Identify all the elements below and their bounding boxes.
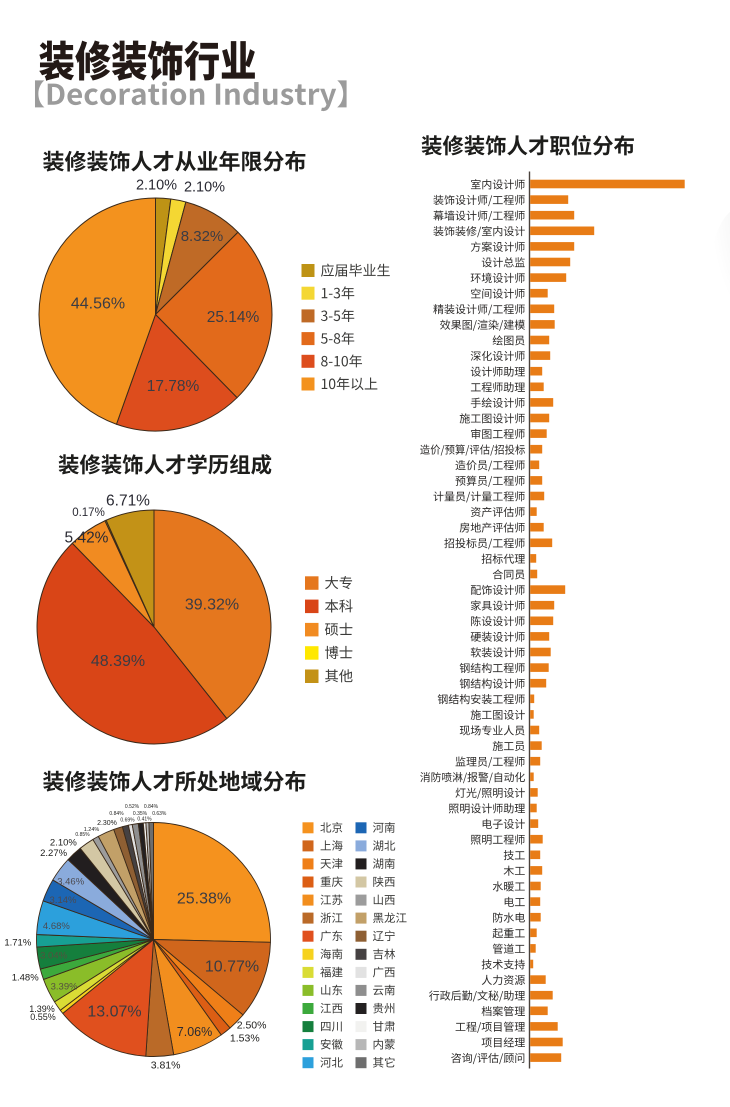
svg-text:0.17%: 0.17% (72, 507, 105, 519)
svg-text:0.85%: 0.85% (75, 832, 90, 838)
svg-text:1.39%: 1.39% (29, 1004, 55, 1014)
svg-text:39.32%: 39.32% (185, 597, 239, 614)
svg-text:2.27%: 2.27% (40, 848, 67, 859)
svg-text:3.81%: 3.81% (151, 1059, 181, 1071)
svg-text:0.35%: 0.35% (133, 811, 148, 817)
svg-text:1.71%: 1.71% (4, 937, 31, 948)
svg-text:2.30%: 2.30% (97, 820, 117, 827)
svg-text:10.77%: 10.77% (205, 959, 259, 976)
svg-text:0.41%: 0.41% (137, 817, 152, 823)
svg-text:2.10%: 2.10% (184, 180, 225, 196)
svg-text:13.07%: 13.07% (87, 1004, 141, 1021)
svg-text:7.06%: 7.06% (177, 1025, 212, 1039)
svg-text:1.48%: 1.48% (12, 973, 39, 984)
svg-text:1.24%: 1.24% (84, 827, 100, 833)
svg-text:0.84%: 0.84% (109, 811, 124, 817)
svg-text:3.04%: 3.04% (40, 951, 67, 962)
svg-text:2.10%: 2.10% (50, 837, 77, 848)
svg-text:1.53%: 1.53% (230, 1032, 260, 1044)
svg-text:3.46%: 3.46% (57, 876, 84, 887)
svg-text:0.55%: 0.55% (30, 1012, 56, 1022)
svg-text:0.69%: 0.69% (120, 817, 135, 823)
svg-text:25.38%: 25.38% (177, 891, 231, 908)
svg-text:5.42%: 5.42% (65, 529, 109, 546)
svg-text:3.14%: 3.14% (50, 895, 77, 906)
svg-text:25.14%: 25.14% (207, 309, 260, 326)
svg-text:17.78%: 17.78% (147, 378, 200, 395)
svg-text:0.52%: 0.52% (125, 804, 140, 810)
svg-text:48.39%: 48.39% (91, 653, 145, 670)
svg-text:2.50%: 2.50% (237, 1020, 267, 1032)
svg-text:3.39%: 3.39% (51, 982, 78, 993)
svg-text:44.56%: 44.56% (71, 296, 125, 313)
svg-text:2.10%: 2.10% (136, 178, 177, 194)
svg-text:6.71%: 6.71% (106, 492, 150, 509)
svg-text:0.63%: 0.63% (152, 811, 167, 817)
svg-text:8.32%: 8.32% (181, 228, 224, 245)
svg-text:4.68%: 4.68% (43, 921, 70, 932)
svg-text:0.84%: 0.84% (144, 804, 159, 810)
